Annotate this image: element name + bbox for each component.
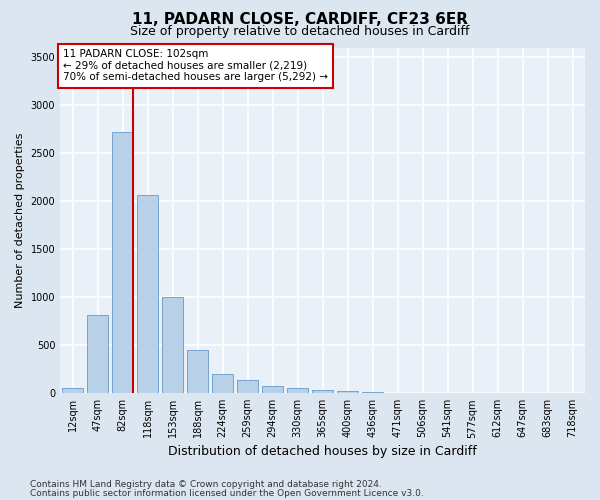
Bar <box>62 388 83 393</box>
Bar <box>387 392 408 393</box>
Text: Size of property relative to detached houses in Cardiff: Size of property relative to detached ho… <box>130 25 470 38</box>
Bar <box>312 390 333 393</box>
Text: Contains HM Land Registry data © Crown copyright and database right 2024.: Contains HM Land Registry data © Crown c… <box>30 480 382 489</box>
Bar <box>362 392 383 393</box>
Bar <box>212 374 233 393</box>
Bar <box>187 350 208 393</box>
X-axis label: Distribution of detached houses by size in Cardiff: Distribution of detached houses by size … <box>168 444 477 458</box>
Bar <box>137 196 158 393</box>
Bar <box>162 297 183 393</box>
Y-axis label: Number of detached properties: Number of detached properties <box>15 132 25 308</box>
Bar <box>237 380 258 393</box>
Bar <box>87 316 108 393</box>
Text: 11 PADARN CLOSE: 102sqm
← 29% of detached houses are smaller (2,219)
70% of semi: 11 PADARN CLOSE: 102sqm ← 29% of detache… <box>63 49 328 82</box>
Text: Contains public sector information licensed under the Open Government Licence v3: Contains public sector information licen… <box>30 488 424 498</box>
Bar <box>337 391 358 393</box>
Bar <box>112 132 133 393</box>
Bar <box>262 386 283 393</box>
Text: 11, PADARN CLOSE, CARDIFF, CF23 6ER: 11, PADARN CLOSE, CARDIFF, CF23 6ER <box>132 12 468 28</box>
Bar <box>287 388 308 393</box>
